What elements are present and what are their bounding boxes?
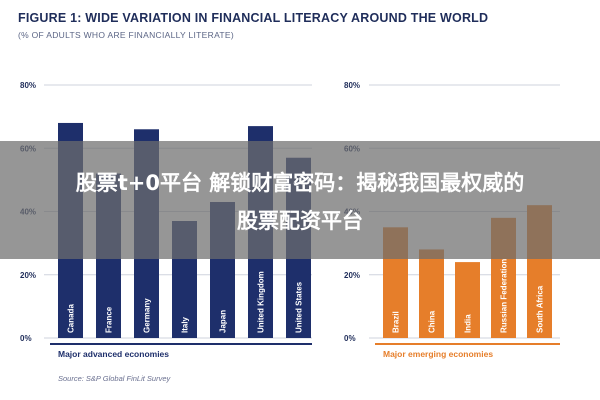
bar-category-label: Canada xyxy=(67,304,76,333)
bar-category-label: United States xyxy=(295,281,304,333)
bar-category-label: China xyxy=(428,310,437,333)
source-note: Source: S&P Global FinLit Survey xyxy=(58,374,171,383)
section-title: Major emerging economies xyxy=(383,349,493,359)
bar xyxy=(419,249,444,338)
y-tick-label: 80% xyxy=(344,81,360,90)
y-tick-label: 80% xyxy=(20,81,36,90)
overlay-line-2: 股票配资平台 xyxy=(237,209,363,233)
overlay-line-1: 股票t+0平台 解锁财富密码：揭秘我国最权威的 xyxy=(75,171,525,195)
bar-category-label: Japan xyxy=(219,310,228,333)
y-tick-label: 0% xyxy=(344,334,356,343)
figure-title: FIGURE 1: WIDE VARIATION IN FINANCIAL LI… xyxy=(18,11,489,25)
overlay-headline: 股票t+0平台 解锁财富密码：揭秘我国最权威的 股票配资平台 xyxy=(0,164,600,240)
bar-category-label: South Africa xyxy=(536,285,545,333)
bar-category-label: United Kingdom xyxy=(257,271,266,333)
bar-category-label: Russian Federation xyxy=(500,259,509,333)
overlay-banner xyxy=(0,141,600,259)
section-title: Major advanced economies xyxy=(58,349,169,359)
figure-subtitle: (% OF ADULTS WHO ARE FINANCIALLY LITERAT… xyxy=(18,30,235,40)
y-tick-label: 20% xyxy=(344,271,360,280)
bar-category-label: France xyxy=(105,306,114,333)
bar-category-label: Italy xyxy=(181,316,190,333)
y-tick-label: 0% xyxy=(20,334,32,343)
bar-category-label: Brazil xyxy=(392,311,401,333)
bar-category-label: India xyxy=(464,314,473,333)
bar-category-label: Germany xyxy=(143,298,152,333)
y-tick-label: 20% xyxy=(20,271,36,280)
bar xyxy=(455,262,480,338)
